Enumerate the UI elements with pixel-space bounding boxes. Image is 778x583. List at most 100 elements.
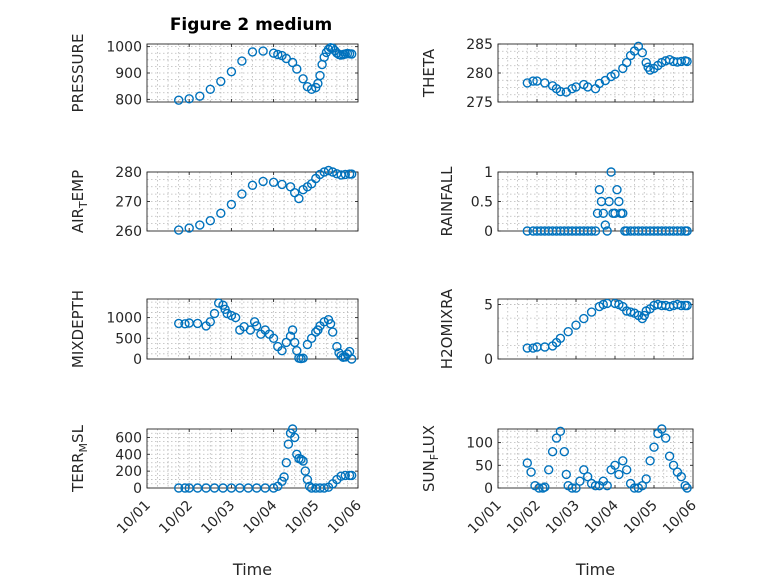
rainfall-point — [606, 167, 616, 177]
air-temp-point — [347, 169, 357, 179]
mixdepth-point — [180, 319, 190, 329]
mixdepth-ytick-label: 1000 — [106, 311, 142, 327]
pressure-point — [184, 94, 194, 104]
rainfall-point — [592, 208, 603, 219]
mixdepth-axes-box — [146, 298, 359, 360]
air-temp-point — [258, 176, 268, 187]
sun-flux-point — [555, 426, 566, 436]
air-temp-ytick-label: 260 — [115, 224, 142, 240]
terr-msl-point — [277, 476, 287, 486]
panel-air-temp: 260 270 280 AIRTEMP — [69, 165, 359, 240]
h2omixra-point — [563, 327, 573, 337]
sun-flux-point — [661, 433, 671, 443]
mixdepth-point — [298, 353, 308, 363]
h2omixra-point — [610, 298, 620, 309]
rainfall-point — [522, 226, 532, 236]
sun-flux-point — [561, 469, 571, 480]
rainfall-point — [676, 226, 686, 236]
rainfall-point — [594, 184, 605, 195]
terr-msl-point — [279, 472, 289, 482]
sun-flux-point — [547, 447, 558, 457]
h2omixra-point — [528, 343, 538, 353]
h2omixra-point — [682, 300, 692, 311]
terr-msl-ylabel: TERRMSL — [69, 424, 90, 493]
pressure-ytick-label: 800 — [115, 92, 142, 108]
mixdepth-point — [311, 327, 321, 337]
terr-msl-point — [281, 458, 291, 468]
sun-flux-point — [571, 483, 581, 493]
panel-pressure: 800 900 1000 PRESSURE — [69, 34, 359, 113]
theta-point — [637, 48, 647, 58]
pressure-point — [323, 44, 334, 54]
sun-flux-point — [583, 472, 593, 482]
sun-flux-ytick-label: 50 — [475, 458, 493, 474]
air-temp-point — [195, 220, 205, 230]
pressure-point — [216, 76, 226, 87]
rainfall-point — [600, 220, 610, 230]
pressure-point — [292, 64, 302, 74]
sun-flux-series — [522, 424, 692, 493]
sun-flux-xtick-label: 10/03 — [543, 498, 583, 538]
rainfall-point — [618, 208, 628, 219]
sun-flux-point — [551, 433, 562, 443]
sun-flux-point — [610, 460, 620, 470]
terr-msl-xtick-label: 10/06 — [325, 497, 365, 537]
mixdepth-point — [325, 319, 336, 329]
air-temp-point — [340, 169, 350, 180]
terr-msl-point — [290, 432, 300, 443]
terr-msl-xlabel: Time — [232, 560, 272, 579]
sun-flux-point — [602, 481, 612, 491]
pressure-point — [173, 95, 184, 105]
rainfall-point — [586, 226, 597, 236]
pressure-ytick-label: 900 — [115, 66, 142, 82]
pressure-point — [226, 66, 237, 77]
mixdepth-point — [336, 351, 346, 361]
pressure-point — [315, 70, 325, 81]
air-temp-point — [247, 180, 258, 191]
mixdepth-point — [287, 325, 298, 335]
sun-flux-xtick-label: 10/05 — [621, 498, 661, 538]
air-temp-ytick-label: 280 — [115, 165, 142, 181]
terr-msl-xtick-label: 10/04 — [241, 497, 281, 537]
terr-msl-ytick-label: 0 — [133, 481, 142, 497]
sun-flux-point — [664, 451, 675, 461]
theta-ytick-label: 280 — [466, 66, 493, 82]
terr-msl-series — [173, 424, 357, 493]
sun-flux-point — [680, 481, 690, 491]
air-temp-point — [237, 189, 247, 199]
terr-msl-xtick-label: 10/02 — [156, 498, 196, 538]
mixdepth-point — [302, 339, 313, 350]
pressure-point — [298, 74, 308, 84]
mixdepth-point — [332, 341, 342, 352]
mixdepth-point — [347, 354, 357, 364]
rainfall-ylabel: RAINFALL — [438, 166, 456, 237]
sun-flux-point — [540, 482, 550, 492]
rainfall-point — [682, 226, 692, 236]
theta-point — [555, 86, 566, 97]
terr-msl-point — [268, 483, 279, 493]
theta-series — [522, 41, 692, 97]
pressure-point — [273, 49, 283, 60]
terr-msl-xtick-label: 10/03 — [198, 498, 238, 538]
pressure-point — [347, 49, 357, 59]
h2omixra-series — [522, 298, 692, 353]
mixdepth-point — [290, 337, 300, 348]
air-temp-point — [205, 215, 216, 226]
pressure-ylabel: PRESSURE — [69, 34, 87, 113]
terr-msl-point — [347, 470, 357, 481]
rainfall-point — [604, 196, 614, 207]
mixdepth-ytick-label: 500 — [115, 331, 142, 347]
theta-ylabel: THETA — [420, 48, 438, 98]
pressure-ytick-label: 1000 — [106, 40, 142, 56]
terr-msl-point — [300, 466, 310, 476]
mixdepth-point — [173, 318, 184, 329]
sun-flux-ylabel: SUNFLUX — [420, 425, 441, 492]
terr-msl-point — [298, 456, 308, 466]
theta-point — [528, 76, 538, 86]
theta-point — [522, 78, 532, 88]
sun-flux-point — [544, 465, 554, 475]
pressure-point — [287, 57, 298, 68]
pressure-series — [173, 43, 357, 105]
figure-title: Figure 2 medium — [170, 15, 332, 35]
sun-flux-xtick-label: 10/01 — [465, 498, 505, 538]
